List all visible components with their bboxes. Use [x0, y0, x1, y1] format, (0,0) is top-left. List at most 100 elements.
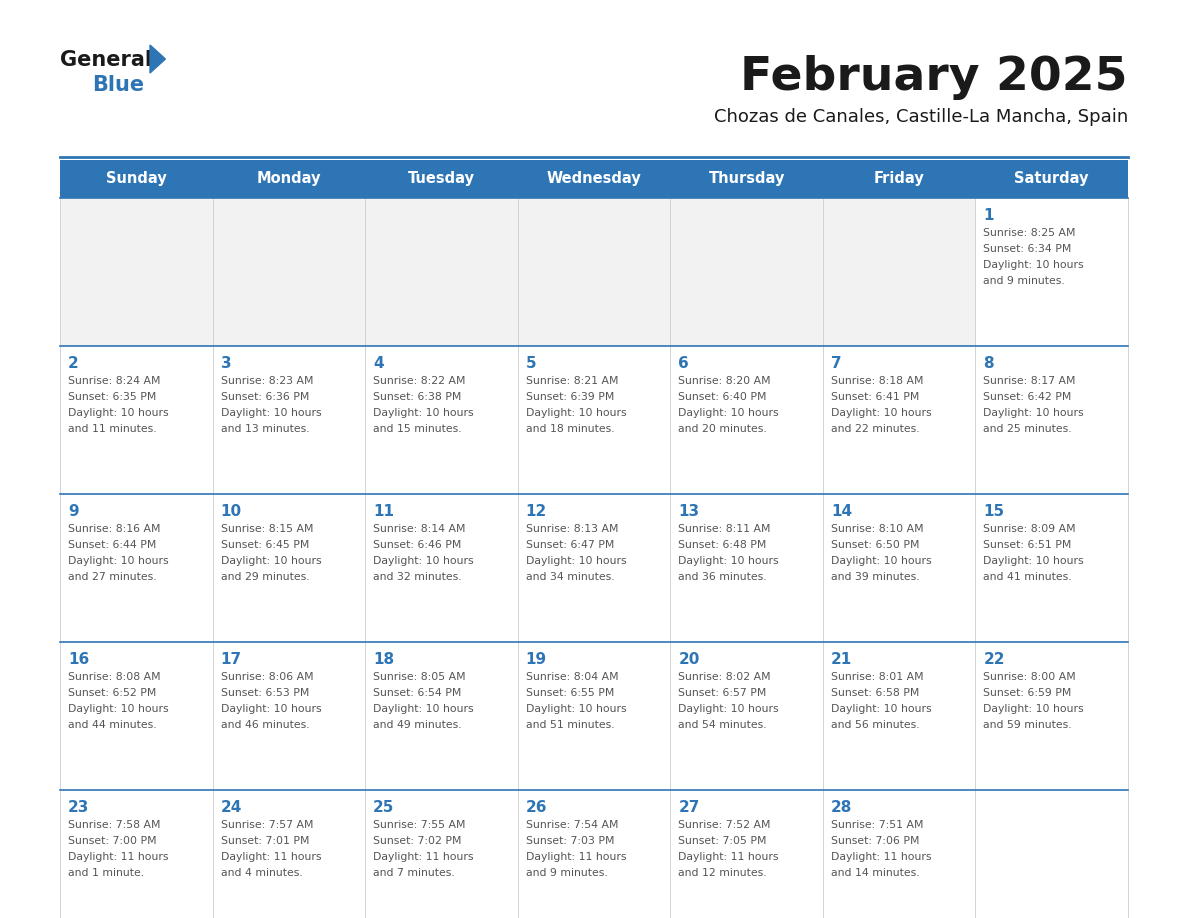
Text: General: General [61, 50, 152, 70]
Text: and 34 minutes.: and 34 minutes. [526, 572, 614, 582]
Text: Sunrise: 8:13 AM: Sunrise: 8:13 AM [526, 524, 618, 534]
Text: Daylight: 10 hours: Daylight: 10 hours [830, 704, 931, 714]
Text: Sunrise: 8:16 AM: Sunrise: 8:16 AM [68, 524, 160, 534]
Text: Sunset: 6:52 PM: Sunset: 6:52 PM [68, 688, 157, 698]
Text: Sunset: 6:53 PM: Sunset: 6:53 PM [221, 688, 309, 698]
Text: Daylight: 11 hours: Daylight: 11 hours [678, 852, 779, 862]
Text: Sunrise: 8:02 AM: Sunrise: 8:02 AM [678, 672, 771, 682]
Bar [823, 346, 975, 494]
Text: Daylight: 10 hours: Daylight: 10 hours [984, 260, 1085, 270]
Text: and 20 minutes.: and 20 minutes. [678, 424, 767, 434]
Text: Daylight: 10 hours: Daylight: 10 hours [526, 408, 626, 418]
Bar [670, 346, 823, 494]
Bar [213, 790, 365, 918]
Text: Sunrise: 8:23 AM: Sunrise: 8:23 AM [221, 376, 314, 386]
Text: February 2025: February 2025 [740, 55, 1127, 100]
Text: Sunrise: 8:18 AM: Sunrise: 8:18 AM [830, 376, 923, 386]
Bar [213, 198, 365, 346]
Text: Daylight: 10 hours: Daylight: 10 hours [984, 408, 1085, 418]
Text: and 51 minutes.: and 51 minutes. [526, 720, 614, 730]
Text: Sunrise: 8:24 AM: Sunrise: 8:24 AM [68, 376, 160, 386]
Text: Wednesday: Wednesday [546, 172, 642, 186]
Text: Daylight: 10 hours: Daylight: 10 hours [221, 408, 321, 418]
Bar [518, 494, 670, 642]
Bar [518, 790, 670, 918]
Text: 20: 20 [678, 652, 700, 667]
Bar [365, 642, 518, 790]
Text: 9: 9 [68, 504, 78, 519]
Text: and 4 minutes.: and 4 minutes. [221, 868, 302, 878]
Text: Daylight: 10 hours: Daylight: 10 hours [678, 408, 779, 418]
Bar [61, 790, 213, 918]
Bar [213, 494, 365, 642]
Text: 25: 25 [373, 800, 394, 815]
Text: and 56 minutes.: and 56 minutes. [830, 720, 920, 730]
Polygon shape [150, 45, 165, 73]
Text: Sunset: 6:46 PM: Sunset: 6:46 PM [373, 540, 461, 550]
Text: 19: 19 [526, 652, 546, 667]
Text: Daylight: 10 hours: Daylight: 10 hours [68, 556, 169, 566]
Bar [823, 198, 975, 346]
Text: Sunrise: 7:52 AM: Sunrise: 7:52 AM [678, 820, 771, 830]
Text: Sunset: 6:38 PM: Sunset: 6:38 PM [373, 392, 461, 402]
Text: Daylight: 10 hours: Daylight: 10 hours [68, 408, 169, 418]
Bar [518, 198, 670, 346]
Text: Sunset: 7:06 PM: Sunset: 7:06 PM [830, 836, 920, 846]
Text: Sunrise: 8:17 AM: Sunrise: 8:17 AM [984, 376, 1076, 386]
Text: Daylight: 10 hours: Daylight: 10 hours [678, 704, 779, 714]
Text: and 18 minutes.: and 18 minutes. [526, 424, 614, 434]
Text: 28: 28 [830, 800, 852, 815]
Bar [61, 346, 213, 494]
Bar [975, 790, 1127, 918]
Text: Daylight: 10 hours: Daylight: 10 hours [830, 408, 931, 418]
Text: Sunrise: 8:05 AM: Sunrise: 8:05 AM [373, 672, 466, 682]
Text: Daylight: 10 hours: Daylight: 10 hours [68, 704, 169, 714]
Text: Daylight: 11 hours: Daylight: 11 hours [373, 852, 474, 862]
Text: Sunset: 6:34 PM: Sunset: 6:34 PM [984, 244, 1072, 254]
Text: Sunrise: 8:06 AM: Sunrise: 8:06 AM [221, 672, 314, 682]
Text: Sunset: 6:36 PM: Sunset: 6:36 PM [221, 392, 309, 402]
Text: Sunrise: 8:04 AM: Sunrise: 8:04 AM [526, 672, 618, 682]
Text: and 12 minutes.: and 12 minutes. [678, 868, 767, 878]
Text: Daylight: 10 hours: Daylight: 10 hours [830, 556, 931, 566]
Text: 17: 17 [221, 652, 241, 667]
Bar [61, 494, 213, 642]
Text: Daylight: 10 hours: Daylight: 10 hours [984, 704, 1085, 714]
Text: Sunrise: 8:25 AM: Sunrise: 8:25 AM [984, 228, 1076, 238]
Text: 8: 8 [984, 356, 994, 371]
Text: Sunrise: 7:57 AM: Sunrise: 7:57 AM [221, 820, 314, 830]
Text: Sunrise: 8:08 AM: Sunrise: 8:08 AM [68, 672, 160, 682]
Bar [823, 790, 975, 918]
Text: 4: 4 [373, 356, 384, 371]
Text: Sunrise: 8:20 AM: Sunrise: 8:20 AM [678, 376, 771, 386]
Text: 2: 2 [68, 356, 78, 371]
Text: Sunrise: 8:09 AM: Sunrise: 8:09 AM [984, 524, 1076, 534]
Bar [518, 642, 670, 790]
Text: and 14 minutes.: and 14 minutes. [830, 868, 920, 878]
Text: Sunrise: 8:22 AM: Sunrise: 8:22 AM [373, 376, 466, 386]
Text: Sunrise: 7:51 AM: Sunrise: 7:51 AM [830, 820, 923, 830]
Text: Sunrise: 8:00 AM: Sunrise: 8:00 AM [984, 672, 1076, 682]
Text: and 22 minutes.: and 22 minutes. [830, 424, 920, 434]
Bar [365, 346, 518, 494]
Text: Thursday: Thursday [708, 172, 785, 186]
Text: Sunset: 6:42 PM: Sunset: 6:42 PM [984, 392, 1072, 402]
Bar [670, 198, 823, 346]
Text: and 13 minutes.: and 13 minutes. [221, 424, 309, 434]
Text: Daylight: 11 hours: Daylight: 11 hours [830, 852, 931, 862]
Text: and 54 minutes.: and 54 minutes. [678, 720, 767, 730]
Text: and 25 minutes.: and 25 minutes. [984, 424, 1072, 434]
Text: Sunset: 6:59 PM: Sunset: 6:59 PM [984, 688, 1072, 698]
Text: Sunrise: 7:58 AM: Sunrise: 7:58 AM [68, 820, 160, 830]
Text: Sunset: 7:05 PM: Sunset: 7:05 PM [678, 836, 766, 846]
Text: 10: 10 [221, 504, 241, 519]
Text: Daylight: 10 hours: Daylight: 10 hours [526, 556, 626, 566]
Bar [975, 198, 1127, 346]
Text: and 36 minutes.: and 36 minutes. [678, 572, 767, 582]
Bar [61, 160, 1127, 198]
Text: Sunset: 6:54 PM: Sunset: 6:54 PM [373, 688, 461, 698]
Text: Daylight: 10 hours: Daylight: 10 hours [221, 556, 321, 566]
Text: Sunrise: 8:21 AM: Sunrise: 8:21 AM [526, 376, 618, 386]
Bar [213, 642, 365, 790]
Text: Friday: Friday [873, 172, 924, 186]
